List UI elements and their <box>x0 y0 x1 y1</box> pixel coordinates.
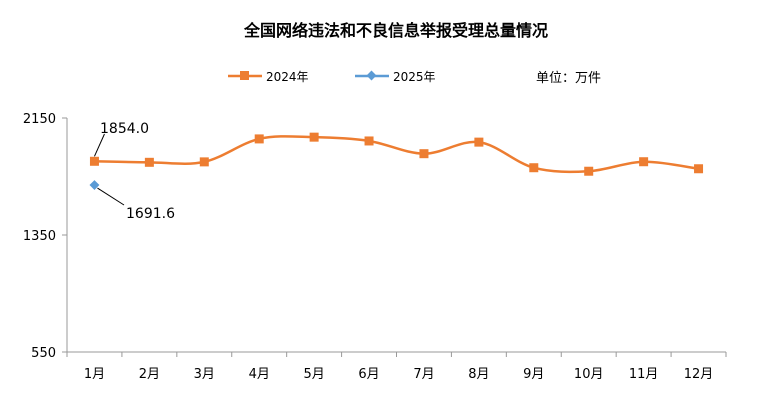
data-label: 1854.0 <box>100 121 149 137</box>
data-point <box>364 136 374 146</box>
x-tick-label: 7月 <box>413 367 434 382</box>
y-tick-label: 550 <box>31 346 56 361</box>
chart-title: 全国网络违法和不良信息举报受理总量情况 <box>243 21 548 40</box>
data-point <box>309 132 319 142</box>
x-tick-label: 6月 <box>358 367 379 382</box>
x-tick-label: 1月 <box>84 367 105 382</box>
x-tick-label: 12月 <box>684 367 714 382</box>
x-tick-label: 4月 <box>249 367 270 382</box>
legend-label-2024: 2024年 <box>266 70 309 84</box>
data-point <box>529 163 539 173</box>
leader-line <box>94 133 105 157</box>
series-line-0 <box>94 135 699 174</box>
legend-marker-2024 <box>240 71 249 80</box>
x-tick-label: 5月 <box>303 367 324 382</box>
legend-marker-2025 <box>366 70 377 81</box>
data-point <box>254 134 264 144</box>
data-point <box>199 157 209 167</box>
data-point <box>144 157 154 167</box>
data-point <box>474 137 484 147</box>
x-tick-label: 9月 <box>523 367 544 382</box>
leader-line <box>97 187 125 206</box>
x-tick-label: 11月 <box>629 367 659 382</box>
x-tick-label: 2月 <box>139 367 160 382</box>
x-tick-label: 8月 <box>468 367 489 382</box>
x-tick-label: 10月 <box>574 367 604 382</box>
data-point <box>584 166 594 176</box>
data-label: 1691.6 <box>126 206 175 222</box>
x-tick-label: 3月 <box>194 367 215 382</box>
data-point <box>639 157 649 167</box>
legend: 2024年 2025年 单位：万件 <box>228 70 601 86</box>
unit-label: 单位：万件 <box>536 71 601 86</box>
data-point <box>89 156 99 166</box>
data-point <box>89 180 100 190</box>
data-point <box>694 164 704 174</box>
y-tick-label: 1350 <box>23 229 56 244</box>
data-point <box>419 149 429 159</box>
y-tick-label: 2150 <box>23 112 56 127</box>
legend-label-2025: 2025年 <box>393 70 436 84</box>
